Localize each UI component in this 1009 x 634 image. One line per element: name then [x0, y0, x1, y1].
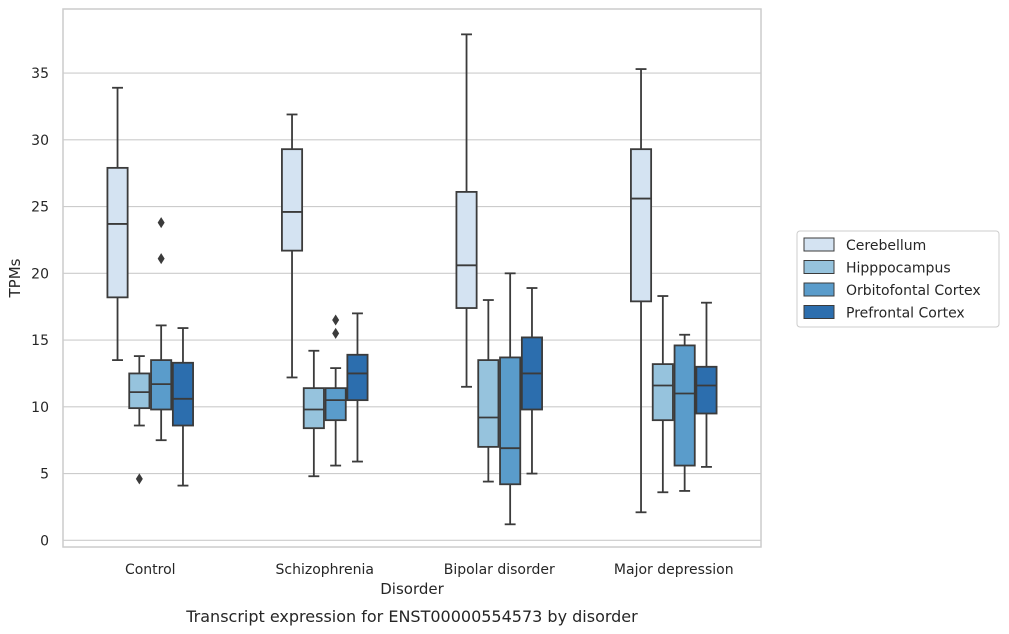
- boxes: [106, 33, 718, 526]
- box-1-3: [346, 312, 369, 463]
- box-1-0: [281, 113, 304, 379]
- box-iqr: [630, 148, 653, 303]
- x-tick-label: Control: [125, 562, 176, 578]
- box-0-3: [171, 327, 194, 487]
- grid-lines: [63, 72, 761, 541]
- x-tick-label: Major depression: [614, 562, 734, 578]
- legend-swatch: [803, 237, 835, 252]
- y-tick-label: 25: [31, 200, 49, 216]
- legend-label: Cerebellum: [846, 238, 926, 254]
- x-tick-labels: Control Schizophrenia Bipolar disorder Majo…: [125, 562, 734, 578]
- box-0-1: [128, 355, 151, 485]
- y-tick-labels: 0 5 10 15 20 25 30 35: [31, 66, 49, 549]
- box-3-1: [651, 295, 674, 494]
- legend-swatch: [803, 305, 835, 319]
- box-iqr: [106, 166, 129, 299]
- box-iqr: [281, 148, 304, 252]
- outlier-point: [332, 314, 340, 326]
- box-iqr: [128, 372, 151, 410]
- x-axis-label: Disorder: [380, 580, 444, 598]
- box-iqr: [171, 361, 194, 427]
- box-2-0: [455, 33, 478, 388]
- box-2-2: [499, 272, 522, 526]
- outlier-point: [157, 217, 165, 229]
- box-0-2: [150, 217, 173, 442]
- box-iqr: [455, 190, 478, 309]
- box-1-2: [324, 314, 347, 467]
- box-3-0: [630, 68, 653, 514]
- box-2-1: [477, 299, 500, 483]
- box-iqr: [477, 359, 500, 448]
- y-tick-label: 20: [31, 266, 49, 282]
- box-iqr: [324, 387, 347, 422]
- legend: Cerebellum Hipppocampus Orbitofontal Corte…: [796, 230, 1000, 328]
- legend-frame: [796, 230, 1000, 328]
- legend-swatch: [803, 260, 835, 274]
- box-3-3: [695, 301, 718, 468]
- box-iqr: [651, 363, 674, 422]
- legend-swatch: [803, 282, 835, 297]
- x-tick-label: Bipolar disorder: [444, 562, 555, 578]
- chart-caption: Transcript expression for ENST0000055457…: [185, 607, 638, 626]
- outlier-point: [135, 473, 143, 485]
- outlier-point: [157, 253, 165, 265]
- x-tick-label: Schizophrenia: [276, 562, 374, 578]
- box-iqr: [302, 387, 325, 430]
- legend-label: Hipppocampus: [846, 261, 951, 277]
- y-tick-label: 35: [31, 66, 49, 82]
- box-iqr: [499, 356, 522, 486]
- legend-label: Orbitofontal Cortex: [846, 283, 981, 299]
- box-iqr: [673, 344, 696, 467]
- y-tick-label: 0: [40, 533, 49, 549]
- plot-area-frame: [62, 8, 762, 548]
- y-axis-label: TPMs: [6, 258, 24, 298]
- y-tick-label: 15: [31, 333, 49, 349]
- y-tick-label: 10: [31, 400, 49, 416]
- box-iqr: [695, 365, 718, 415]
- box-1-1: [302, 349, 325, 478]
- y-tick-label: 30: [31, 133, 49, 149]
- box-2-3: [520, 287, 543, 475]
- box-iqr: [346, 353, 369, 402]
- box-3-2: [673, 333, 696, 492]
- box-0-0: [106, 86, 129, 362]
- outlier-point: [332, 327, 340, 339]
- legend-label: Prefrontal Cortex: [846, 306, 965, 322]
- y-tick-label: 5: [40, 467, 49, 483]
